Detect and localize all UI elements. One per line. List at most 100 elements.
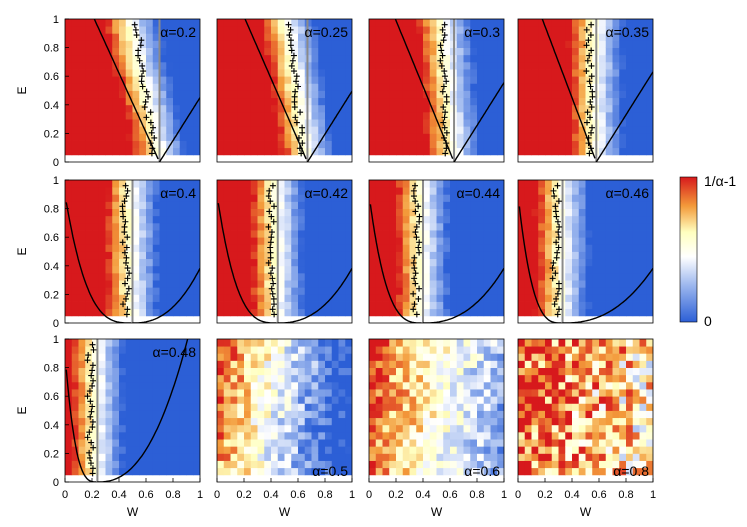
heatmap-cell bbox=[497, 40, 504, 48]
heatmap-cell bbox=[65, 460, 73, 469]
heatmap-cell bbox=[71, 360, 79, 368]
heatmap-cell bbox=[78, 230, 86, 238]
cross-marker bbox=[89, 341, 96, 348]
heatmap-cell bbox=[193, 237, 200, 245]
heatmap-cell bbox=[524, 230, 532, 238]
heatmap-cell bbox=[179, 208, 187, 217]
heatmap-cell bbox=[382, 410, 390, 419]
heatmap-cell bbox=[518, 237, 526, 245]
heatmap-cell bbox=[152, 76, 160, 84]
heatmap-cell bbox=[497, 26, 504, 34]
heatmap-cell bbox=[518, 140, 526, 149]
heatmap-cell bbox=[450, 367, 458, 376]
heatmap-cell bbox=[318, 230, 326, 238]
heatmap-cell bbox=[605, 251, 613, 260]
heatmap-cell bbox=[173, 460, 181, 469]
heatmap-cell bbox=[375, 403, 383, 411]
heatmap-cell bbox=[477, 69, 485, 77]
heatmap-cell bbox=[463, 147, 471, 156]
heatmap-cell bbox=[389, 417, 397, 426]
heatmap-cell bbox=[291, 83, 299, 91]
heatmap-cell bbox=[477, 194, 485, 202]
heatmap-cell bbox=[551, 251, 559, 260]
heatmap-cell bbox=[619, 69, 627, 77]
heatmap-cell bbox=[98, 26, 106, 34]
heatmap-cell bbox=[166, 222, 174, 231]
heatmap-cell bbox=[599, 26, 607, 34]
heatmap-cell bbox=[105, 346, 113, 354]
heatmap-cell bbox=[277, 403, 285, 411]
heatmap-cell bbox=[85, 19, 93, 27]
heatmap-cell bbox=[304, 230, 312, 238]
heatmap-cell bbox=[599, 90, 607, 99]
heatmap-cell bbox=[592, 439, 600, 447]
heatmap-cell bbox=[217, 339, 225, 347]
cross-marker bbox=[268, 285, 275, 292]
cross-marker bbox=[412, 182, 419, 189]
heatmap-cell bbox=[423, 40, 431, 48]
heatmap-cell bbox=[538, 453, 546, 461]
heatmap-cell bbox=[585, 47, 593, 56]
heatmap-cell bbox=[369, 381, 377, 390]
heatmap-cell bbox=[416, 244, 424, 252]
heatmap-cell bbox=[416, 104, 424, 113]
heatmap-cell bbox=[105, 403, 113, 411]
heatmap-cell bbox=[277, 119, 285, 127]
heatmap-cell bbox=[318, 308, 326, 317]
cross-marker bbox=[120, 301, 127, 308]
heatmap-cell bbox=[545, 272, 553, 281]
heatmap-cell bbox=[646, 26, 653, 34]
heatmap-cell bbox=[416, 126, 424, 134]
heatmap-cell bbox=[105, 230, 113, 238]
heatmap-cell bbox=[490, 54, 498, 63]
heatmap-cell bbox=[639, 403, 647, 411]
heatmap-cell bbox=[318, 251, 326, 260]
heatmap-cell bbox=[578, 61, 586, 70]
cross-marker bbox=[583, 68, 590, 75]
heatmap-cells bbox=[369, 19, 504, 162]
heatmap-cell bbox=[592, 265, 600, 274]
heatmap-cell bbox=[257, 222, 265, 231]
heatmap-cell bbox=[639, 431, 647, 440]
heatmap-cell bbox=[599, 294, 607, 302]
y-axis-label: E bbox=[15, 247, 29, 255]
heatmap-cell bbox=[98, 90, 106, 99]
heatmap-cell bbox=[284, 215, 292, 224]
heatmap-cell bbox=[490, 237, 498, 245]
heatmap-cell bbox=[443, 230, 451, 238]
heatmap-cell bbox=[605, 244, 613, 252]
heatmap-cell bbox=[490, 308, 498, 317]
heatmap-cell bbox=[578, 180, 586, 188]
heatmap-cell bbox=[524, 280, 532, 288]
cross-marker bbox=[267, 198, 274, 205]
heatmap-cell bbox=[463, 133, 471, 141]
heatmap-cell bbox=[139, 272, 147, 281]
heatmap-cell bbox=[646, 374, 653, 383]
heatmap-cell bbox=[105, 294, 113, 302]
heatmap-cell bbox=[456, 83, 464, 91]
heatmap-cell bbox=[125, 180, 133, 188]
heatmap-cell bbox=[105, 201, 113, 209]
heatmap-cell bbox=[612, 19, 620, 27]
heatmap-cell bbox=[545, 460, 553, 469]
x-tick-label: 0.6 bbox=[290, 489, 305, 501]
heatmap-cell bbox=[572, 272, 580, 281]
heatmap-cell bbox=[369, 230, 377, 238]
heatmap-cell bbox=[605, 111, 613, 120]
cross-marker bbox=[267, 239, 274, 246]
heatmap-cell bbox=[257, 119, 265, 127]
heatmap-cell bbox=[423, 244, 431, 252]
heatmap-cell bbox=[592, 389, 600, 397]
heatmap-cell bbox=[396, 119, 404, 127]
heatmap-cell bbox=[456, 61, 464, 70]
heatmap-cell bbox=[524, 69, 532, 77]
heatmap-cell bbox=[470, 83, 478, 91]
heatmap-cell bbox=[551, 33, 559, 41]
heatmap-cell bbox=[244, 104, 252, 113]
heatmap-cell bbox=[605, 374, 613, 383]
heatmap-cell bbox=[271, 19, 279, 27]
heatmap-cell bbox=[463, 90, 471, 99]
heatmap-cell bbox=[639, 201, 647, 209]
heatmap-cell bbox=[369, 33, 377, 41]
heatmap-cell bbox=[531, 237, 539, 245]
